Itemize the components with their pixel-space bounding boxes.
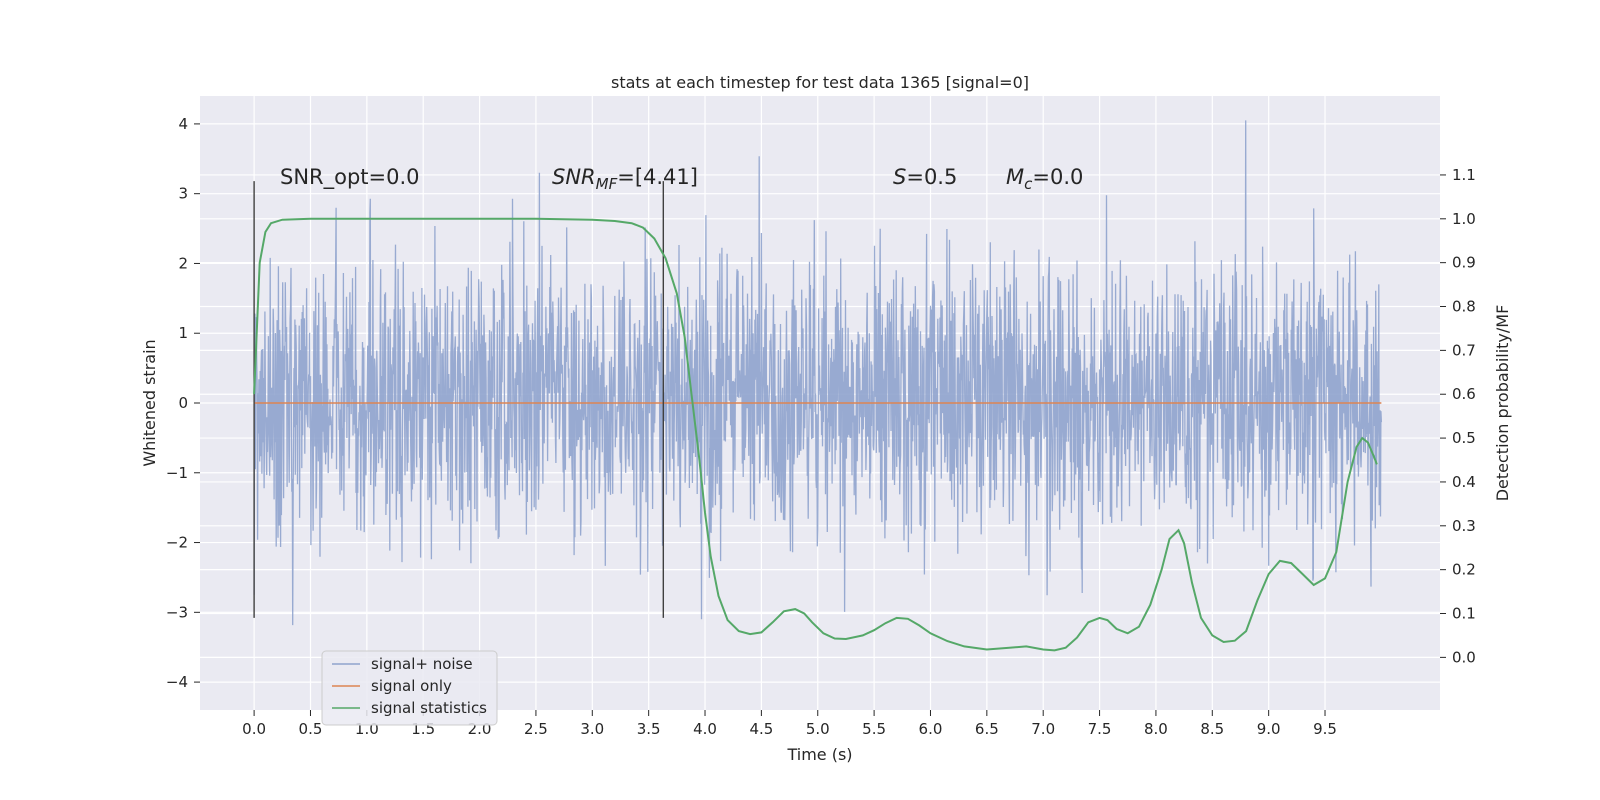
legend-label-signal-noise: signal+ noise	[371, 655, 473, 673]
y-tick-label: 3	[178, 185, 188, 203]
noise-series	[253, 120, 1383, 626]
x-tick-label: 3.5	[637, 720, 661, 738]
x-tick-label: 4.0	[693, 720, 717, 738]
y2-tick-label: 0.0	[1452, 648, 1476, 666]
x-tick-label: 9.5	[1313, 720, 1337, 738]
chart-title: stats at each timestep for test data 136…	[611, 73, 1029, 92]
x-axis: 0.0 0.5 1.0 1.5 2.0 2.5 3.0 3.5 4.0 4.5 5.0 5.5 6.0 6…	[242, 710, 1337, 738]
y-tick-label: 1	[178, 324, 188, 342]
signal-statistics-line	[253, 217, 1378, 652]
annotation-snr-mf-sub: MF	[596, 175, 618, 193]
x-tick-label: 6.5	[975, 720, 999, 738]
y2-tick-label: 0.5	[1452, 429, 1476, 447]
x-tick-label: 7.5	[1088, 720, 1112, 738]
x-tick-label: 3.0	[580, 720, 604, 738]
annotation-snr-opt: SNR_opt=0.0	[280, 165, 420, 190]
y-axis-left: 4 3 2 1 0 −1 −2 −3 −4	[166, 115, 200, 691]
x-tick-label: 2.5	[524, 720, 548, 738]
x-tick-label: 0.0	[242, 720, 266, 738]
y2-tick-label: 0.2	[1452, 561, 1476, 579]
y2-tick-label: 0.1	[1452, 605, 1476, 623]
annotation-snr-mf-main: SNR	[552, 165, 596, 189]
x-axis-label: Time (s)	[786, 745, 852, 764]
x-tick-label: 7.0	[1031, 720, 1055, 738]
x-tick-label: 8.5	[1200, 720, 1224, 738]
x-tick-label: 9.0	[1257, 720, 1281, 738]
y-tick-label: −2	[166, 534, 188, 552]
y-tick-label: −4	[166, 673, 188, 691]
annotation-s: S=0.5	[893, 165, 957, 189]
y2-tick-label: 1.0	[1452, 210, 1476, 228]
y2-tick-label: 0.4	[1452, 473, 1476, 491]
legend-label-signal-only: signal only	[371, 677, 452, 695]
annotation-mc-value: =0.0	[1032, 165, 1083, 189]
noise-trace	[253, 120, 1383, 626]
y-axis-label: Whitened strain	[140, 339, 159, 466]
y-tick-label: 4	[178, 115, 188, 133]
y2-tick-label: 0.3	[1452, 517, 1476, 535]
annotation-mc: Mc=0.0	[1006, 165, 1083, 193]
x-tick-label: 5.5	[862, 720, 886, 738]
y-tick-label: −3	[166, 603, 188, 621]
annotation-snr-mf: SNRMF=[4.41]	[552, 165, 698, 193]
annotation-s-value: =0.5	[906, 165, 957, 189]
y-tick-label: 2	[178, 254, 188, 272]
annotation-snr-mf-value: =[4.41]	[617, 165, 698, 189]
legend: signal+ noise signal only signal statist…	[321, 650, 498, 726]
y-axis-right: 1.1 1.0 0.9 0.8 0.7 0.6 0.5 0.4 0.3 0.2 0.1 0.0	[1440, 166, 1476, 666]
annotation-s-main: S	[893, 165, 906, 189]
annotation-mc-main: M	[1006, 165, 1024, 189]
y2-tick-label: 0.7	[1452, 341, 1476, 359]
x-tick-label: 8.0	[1144, 720, 1168, 738]
legend-box	[321, 650, 498, 726]
signal-statistics-series	[253, 217, 1378, 652]
y2-tick-label: 0.6	[1452, 385, 1476, 403]
x-tick-label: 5.0	[806, 720, 830, 738]
y2-tick-label: 0.8	[1452, 298, 1476, 316]
y-tick-label: −1	[166, 464, 188, 482]
x-tick-label: 4.5	[749, 720, 773, 738]
annotation-mc-sub: c	[1024, 175, 1033, 193]
x-tick-label: 0.5	[299, 720, 323, 738]
y2-axis-label: Detection probability/MF	[1493, 305, 1512, 502]
y2-tick-label: 1.1	[1452, 166, 1476, 184]
y2-tick-label: 0.9	[1452, 254, 1476, 272]
x-tick-label: 6.0	[919, 720, 943, 738]
y-tick-label: 0	[178, 394, 188, 412]
legend-label-signal-statistics: signal statistics	[371, 699, 487, 717]
